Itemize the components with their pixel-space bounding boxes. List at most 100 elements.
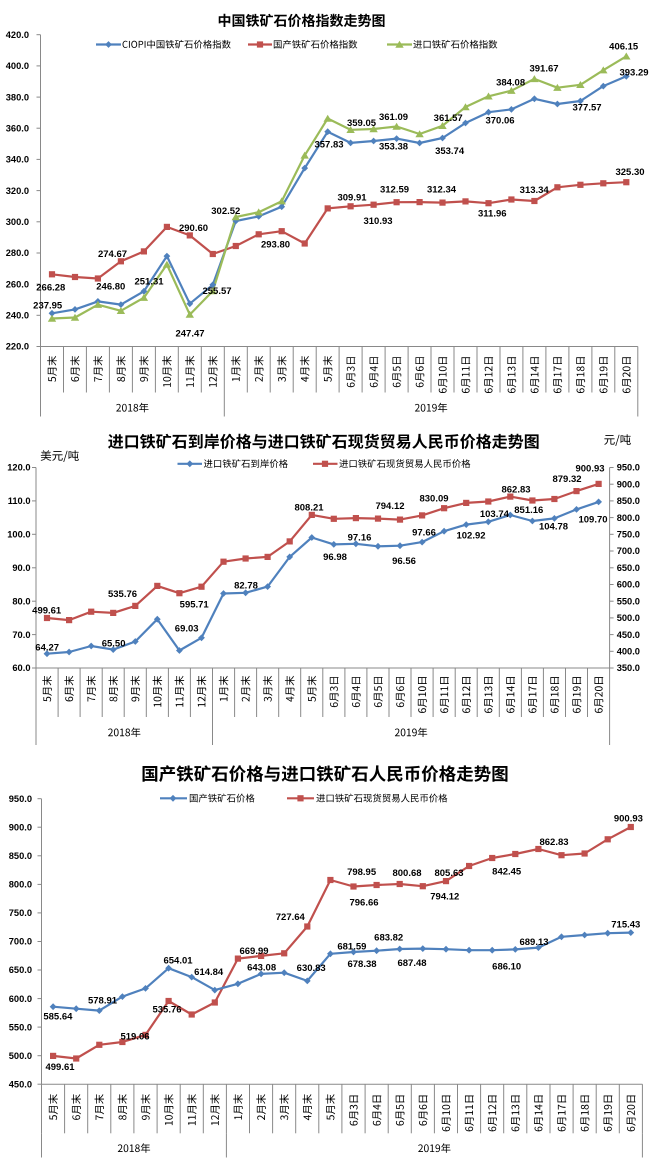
svg-text:97.16: 97.16: [348, 533, 372, 544]
svg-text:80.0: 80.0: [12, 596, 30, 606]
svg-text:69.03: 69.03: [175, 623, 199, 634]
svg-text:750.0: 750.0: [9, 908, 32, 918]
svg-text:750.0: 750.0: [617, 530, 640, 540]
svg-text:260.0: 260.0: [6, 279, 29, 289]
svg-text:805.63: 805.63: [434, 868, 463, 879]
svg-text:650.0: 650.0: [9, 965, 32, 975]
svg-text:500.0: 500.0: [9, 1051, 32, 1061]
svg-text:585.64: 585.64: [43, 1011, 73, 1022]
svg-text:110.0: 110.0: [8, 496, 31, 506]
svg-text:643.08: 643.08: [247, 963, 276, 974]
svg-text:247.47: 247.47: [175, 328, 204, 339]
svg-text:798.95: 798.95: [347, 867, 377, 878]
svg-text:96.56: 96.56: [392, 556, 416, 567]
svg-text:450.0: 450.0: [617, 630, 640, 640]
svg-text:237.95: 237.95: [33, 300, 63, 311]
svg-text:550.0: 550.0: [9, 1022, 32, 1032]
svg-text:325.30: 325.30: [615, 167, 644, 178]
svg-text:65.50: 65.50: [102, 638, 126, 649]
svg-text:103.74: 103.74: [480, 509, 510, 520]
svg-text:600.0: 600.0: [9, 994, 32, 1004]
svg-text:595.71: 595.71: [180, 600, 210, 611]
svg-text:360.0: 360.0: [6, 123, 29, 133]
svg-text:311.96: 311.96: [478, 209, 507, 220]
svg-text:312.34: 312.34: [427, 184, 457, 195]
svg-text:794.12: 794.12: [430, 891, 459, 902]
svg-text:800.68: 800.68: [392, 868, 421, 879]
svg-text:850.0: 850.0: [9, 851, 32, 861]
svg-text:393.29: 393.29: [619, 68, 648, 79]
svg-text:290.60: 290.60: [179, 223, 208, 234]
svg-text:796.66: 796.66: [349, 898, 378, 909]
svg-text:862.83: 862.83: [501, 484, 530, 495]
svg-text:669.99: 669.99: [239, 946, 268, 957]
svg-text:384.08: 384.08: [496, 78, 525, 89]
svg-text:406.15: 406.15: [609, 41, 639, 52]
svg-text:879.32: 879.32: [552, 474, 581, 485]
svg-text:400.0: 400.0: [617, 647, 640, 657]
svg-text:255.57: 255.57: [202, 286, 231, 297]
svg-text:309.91: 309.91: [337, 193, 367, 204]
svg-text:313.34: 313.34: [520, 185, 550, 196]
svg-text:550.0: 550.0: [617, 596, 640, 606]
svg-text:361.09: 361.09: [379, 112, 408, 123]
svg-text:302.52: 302.52: [211, 206, 240, 217]
svg-text:519.06: 519.06: [120, 1032, 149, 1043]
svg-text:312.59: 312.59: [380, 184, 409, 195]
svg-text:251.31: 251.31: [134, 276, 164, 287]
svg-text:650.0: 650.0: [617, 563, 640, 573]
svg-text:715.43: 715.43: [611, 920, 640, 931]
svg-text:300.0: 300.0: [6, 217, 29, 227]
svg-text:353.74: 353.74: [435, 146, 465, 157]
svg-text:614.84: 614.84: [194, 967, 224, 978]
svg-text:862.83: 862.83: [539, 837, 568, 848]
svg-text:64.27: 64.27: [35, 643, 59, 654]
svg-text:499.61: 499.61: [32, 606, 62, 617]
svg-text:361.57: 361.57: [434, 113, 463, 124]
svg-text:727.64: 727.64: [276, 912, 306, 923]
svg-text:420.0: 420.0: [6, 30, 29, 40]
svg-text:450.0: 450.0: [9, 1079, 32, 1089]
svg-text:900.93: 900.93: [575, 463, 604, 474]
svg-text:681.59: 681.59: [337, 941, 366, 952]
svg-text:687.48: 687.48: [397, 958, 426, 969]
svg-text:104.78: 104.78: [539, 522, 568, 533]
svg-text:246.80: 246.80: [96, 281, 125, 292]
svg-text:678.38: 678.38: [347, 959, 376, 970]
svg-text:96.98: 96.98: [323, 552, 347, 563]
svg-text:683.82: 683.82: [374, 932, 403, 943]
svg-text:293.80: 293.80: [261, 240, 290, 251]
svg-text:535.76: 535.76: [152, 1004, 181, 1015]
svg-text:689.13: 689.13: [519, 937, 548, 948]
svg-text:900.93: 900.93: [614, 814, 643, 825]
svg-text:310.93: 310.93: [363, 216, 392, 227]
svg-text:82.78: 82.78: [234, 580, 258, 591]
svg-text:700.0: 700.0: [617, 546, 640, 556]
svg-text:266.28: 266.28: [36, 283, 65, 294]
svg-text:900.0: 900.0: [9, 823, 32, 833]
svg-text:654.01: 654.01: [163, 955, 193, 966]
svg-text:100.0: 100.0: [7, 530, 30, 540]
svg-text:499.61: 499.61: [45, 1062, 75, 1073]
svg-text:850.0: 850.0: [617, 496, 640, 506]
svg-text:686.10: 686.10: [492, 961, 521, 972]
svg-text:357.83: 357.83: [314, 140, 343, 151]
svg-text:377.57: 377.57: [572, 103, 601, 114]
svg-text:500.0: 500.0: [617, 613, 640, 623]
svg-text:900.0: 900.0: [617, 479, 640, 489]
svg-text:950.0: 950.0: [617, 463, 640, 473]
svg-text:400.0: 400.0: [6, 61, 29, 71]
svg-text:120.0: 120.0: [7, 463, 30, 473]
svg-text:800.0: 800.0: [9, 880, 32, 890]
svg-text:380.0: 380.0: [6, 92, 29, 102]
svg-text:851.16: 851.16: [514, 505, 543, 516]
svg-text:102.92: 102.92: [456, 530, 485, 541]
svg-text:794.12: 794.12: [375, 501, 404, 512]
svg-text:359.05: 359.05: [347, 118, 377, 129]
svg-text:808.21: 808.21: [294, 503, 324, 514]
svg-text:97.66: 97.66: [412, 527, 436, 538]
svg-text:700.0: 700.0: [9, 937, 32, 947]
svg-text:391.67: 391.67: [529, 64, 558, 75]
svg-text:535.76: 535.76: [108, 589, 137, 600]
svg-text:600.0: 600.0: [617, 580, 640, 590]
